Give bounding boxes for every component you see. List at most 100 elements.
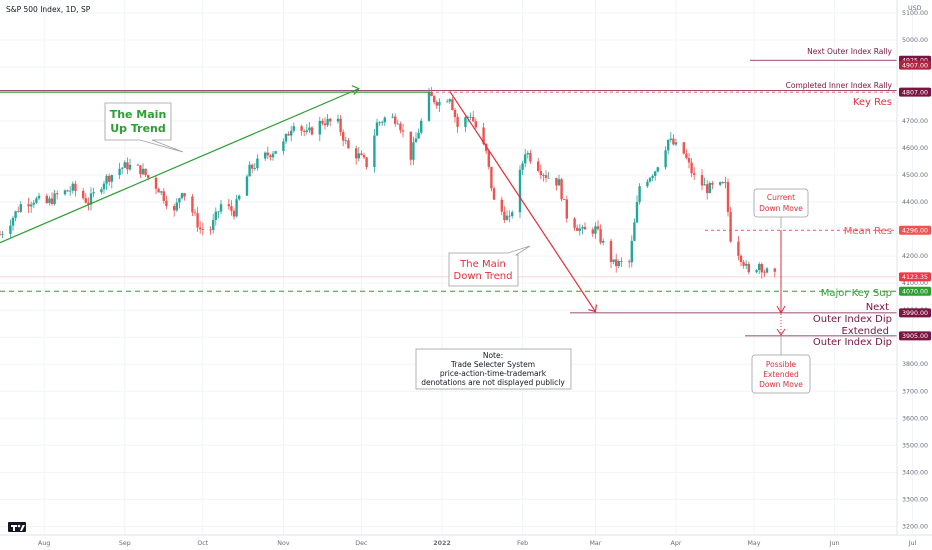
candle-body: [708, 182, 711, 193]
possible-down-move-callout: Possible Extended Down Move: [751, 334, 811, 394]
x-tick-label: Oct: [197, 540, 208, 547]
candle-body: [703, 184, 706, 186]
mean-res-label: Mean Res: [844, 226, 892, 237]
candle-body: [594, 226, 597, 234]
candle-body: [742, 262, 745, 266]
candle-body: [300, 126, 303, 131]
candle-body: [466, 117, 470, 118]
candle-body: [282, 141, 285, 152]
price-tag-label: 4123.35: [902, 274, 928, 281]
candle-body: [737, 241, 740, 256]
candle-body: [344, 140, 347, 142]
candle-body: [438, 101, 441, 106]
candle-body: [505, 215, 509, 220]
candle-body: [464, 117, 467, 127]
y-tick-label: 4700.00: [902, 118, 928, 125]
x-tick-label: Feb: [517, 540, 528, 547]
up-trend-label-1: The Main: [110, 108, 167, 121]
candle-body: [162, 191, 165, 201]
key-res-label: Key Res: [853, 97, 892, 108]
y-tick-label: 4100.00: [902, 280, 928, 287]
y-tick-label: 3200.00: [902, 523, 928, 530]
candle-body: [651, 175, 654, 178]
candle-body: [110, 175, 113, 182]
price-tag-label: 4070.00: [902, 288, 928, 295]
chart-title: S&P 500 Index, 1D, SP: [6, 5, 91, 14]
candle-body: [656, 167, 659, 172]
candle-body: [578, 228, 581, 231]
candle-body: [615, 259, 618, 267]
candle-body: [373, 135, 376, 168]
candle-body: [355, 148, 358, 159]
candle-body: [0, 234, 2, 236]
candle-body: [69, 190, 72, 192]
price-tag: [899, 286, 931, 296]
candle-body: [599, 229, 602, 243]
candle-body: [573, 218, 576, 228]
candle-body: [773, 268, 776, 272]
price-tag-label: 4807.00: [902, 89, 928, 96]
price-tag: [899, 308, 931, 318]
up-trend-line: [0, 88, 360, 244]
candle-body: [347, 140, 350, 149]
level-lines: [0, 59, 897, 337]
x-tick-label: Aug: [38, 540, 50, 547]
down-trend-arrowhead: [588, 304, 597, 313]
possible-label-1: Possible: [766, 360, 797, 369]
candle-body: [719, 182, 722, 185]
candle-body: [27, 204, 30, 207]
candle-body: [50, 198, 54, 204]
candle-body: [92, 192, 95, 194]
candle-body: [274, 151, 277, 154]
candle-body: [427, 91, 431, 121]
current-move-arrow: [776, 230, 786, 315]
candle-body: [635, 202, 639, 223]
y-tick-label: 4500.00: [902, 172, 928, 179]
candle-body: [469, 116, 472, 118]
x-tick-label: Nov: [277, 540, 290, 547]
y-tick-label: 3600.00: [902, 415, 928, 422]
candle-body: [248, 164, 251, 177]
candle-body: [638, 186, 641, 203]
candle-body: [560, 179, 563, 200]
candle-body: [342, 131, 345, 141]
candle-body: [310, 127, 314, 135]
grid-lines: [0, 0, 914, 535]
candle-body: [290, 130, 293, 136]
candle-body: [323, 123, 327, 126]
candle-body: [674, 142, 678, 145]
candle-body: [144, 168, 147, 176]
completed-inner-rally-label: Completed Inner Index Rally: [786, 81, 893, 90]
candle-body: [66, 190, 69, 192]
candle-body: [563, 199, 566, 201]
candle-body: [269, 155, 272, 158]
up-trend-callout: The Main Up Trend: [104, 102, 184, 153]
candle-body: [105, 175, 108, 184]
candle-body: [30, 204, 33, 207]
major-key-sup-label: Major Key Sup: [821, 288, 892, 299]
candle-body: [266, 152, 269, 156]
candle-body: [336, 118, 340, 122]
candle-body: [685, 153, 688, 159]
price-tag-label: 3990.00: [902, 310, 928, 317]
candle-body: [303, 130, 306, 132]
candle-body: [490, 166, 493, 189]
candle-body: [511, 212, 514, 216]
price-tag-label: 3905.00: [902, 333, 928, 340]
candle-body: [238, 195, 241, 200]
candle-body: [1, 233, 4, 235]
candle-body: [630, 240, 633, 263]
candle-body: [482, 127, 485, 144]
extended-move-arrow: [776, 314, 786, 336]
candle-body: [711, 182, 714, 185]
candle-body: [232, 210, 236, 217]
candle-body: [245, 176, 249, 196]
candle-body: [157, 188, 160, 193]
candle-body: [56, 193, 59, 195]
candle-body: [193, 212, 197, 214]
price-tags: 4925.004907.004807.004296.004123.354070.…: [899, 55, 931, 341]
candle-body: [417, 132, 420, 139]
y-tick-label: 5100.00: [902, 10, 928, 17]
time-axis[interactable]: Aug Sep Oct Nov Dec 2022 Feb Mar Apr May Jun Jul: [38, 540, 917, 547]
